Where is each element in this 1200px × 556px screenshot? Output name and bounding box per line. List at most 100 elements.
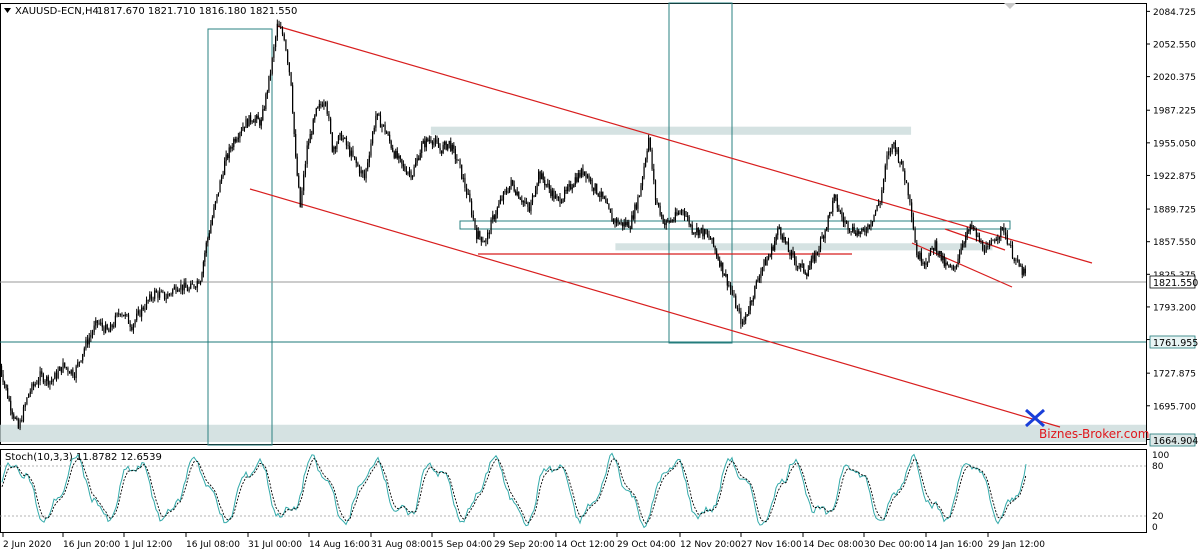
candle-body [309,134,311,144]
candle-body [735,295,737,309]
candle-body [839,210,841,212]
candle-body [68,371,71,374]
candle-body [889,151,892,153]
candle-body [632,215,634,219]
candle-body [994,240,996,242]
candle-body [326,102,328,114]
candle-body [234,138,236,142]
candle-body [199,281,202,284]
candle-body [723,273,725,276]
candle-body [42,374,44,383]
candle-body [864,229,866,232]
stoch-panel-frame [0,449,1147,533]
triangle-down-icon[interactable] [4,8,11,13]
candle-body [608,204,610,209]
candle-body [385,131,388,134]
candle-body [942,256,944,260]
candle-body [336,143,338,149]
candle-body [301,190,303,207]
candle-body [553,190,555,199]
candle-body [165,298,167,300]
candle-body [822,236,825,239]
candle-body [136,313,138,321]
candle-body [198,280,200,284]
candle-body [207,237,209,243]
zone-1 [430,126,912,135]
candle-body [340,133,343,141]
candle-body [278,23,280,27]
candle-body [530,202,532,212]
channel-upper-line [276,25,1093,264]
candle-body [129,323,131,327]
candle-body [855,232,857,236]
candle-body [966,230,968,237]
candle-body [985,246,987,253]
candle-body [160,291,162,293]
zone-2 [615,243,993,251]
candle-body [292,85,294,113]
candle-body [248,115,250,127]
candle-body [269,73,272,76]
candle-body [367,162,369,169]
stoch-main-line [1,452,1027,529]
candle-body [911,202,913,218]
candle-body [362,170,364,174]
candle-body [299,187,301,207]
time-tick-label: 2 Jun 2020 [3,540,52,550]
candle-body [688,216,690,225]
candle-body [283,34,285,41]
candle-body [196,280,198,288]
candle-body [531,195,534,203]
candle-body [845,221,848,223]
candle-body [943,256,945,267]
candle-body [714,246,716,251]
svg-text:1664.904: 1664.904 [1153,436,1198,447]
candle-body [565,189,567,192]
candle-body [583,171,586,176]
candle-body [997,239,999,240]
candle-body [7,387,9,399]
candle-body [629,227,631,229]
candle-body [862,229,864,230]
candle-body [180,284,182,290]
candle-body [31,383,33,392]
candle-body [126,314,128,316]
candle-body [208,233,210,238]
candle-body [835,194,837,199]
candle-body [654,180,657,201]
candle-body [193,284,195,288]
candle-body [648,137,650,152]
candle-body [464,177,466,188]
candle-body [680,210,683,213]
candle-body [11,410,13,415]
candle-body [912,217,914,229]
candle-body [640,185,642,196]
candle-body [728,285,730,286]
candle-body [233,138,235,148]
candle-body [488,232,490,235]
zone-0 [0,424,1146,442]
candle-body [0,365,1,367]
candle-body [101,322,103,328]
candle-body [204,253,206,262]
candle-body [606,202,608,205]
candle-body [379,115,382,128]
candle-body [690,224,692,226]
stoch-tick-20: 20 [1152,512,1164,522]
candle-body [5,384,7,388]
candle-body [24,404,26,408]
candle-body [339,133,341,137]
time-tick-label: 1 Jul 12:00 [124,540,173,550]
candle-body [50,381,53,382]
candle-body [974,228,976,230]
candle-body [554,195,557,199]
candle-body [754,285,756,298]
candle-body [402,163,404,167]
candle-body [118,313,120,315]
candle-body [333,146,335,152]
candle-body [995,239,997,241]
candle-body [605,198,607,203]
candle-body [931,247,933,249]
candle-body [702,227,704,237]
